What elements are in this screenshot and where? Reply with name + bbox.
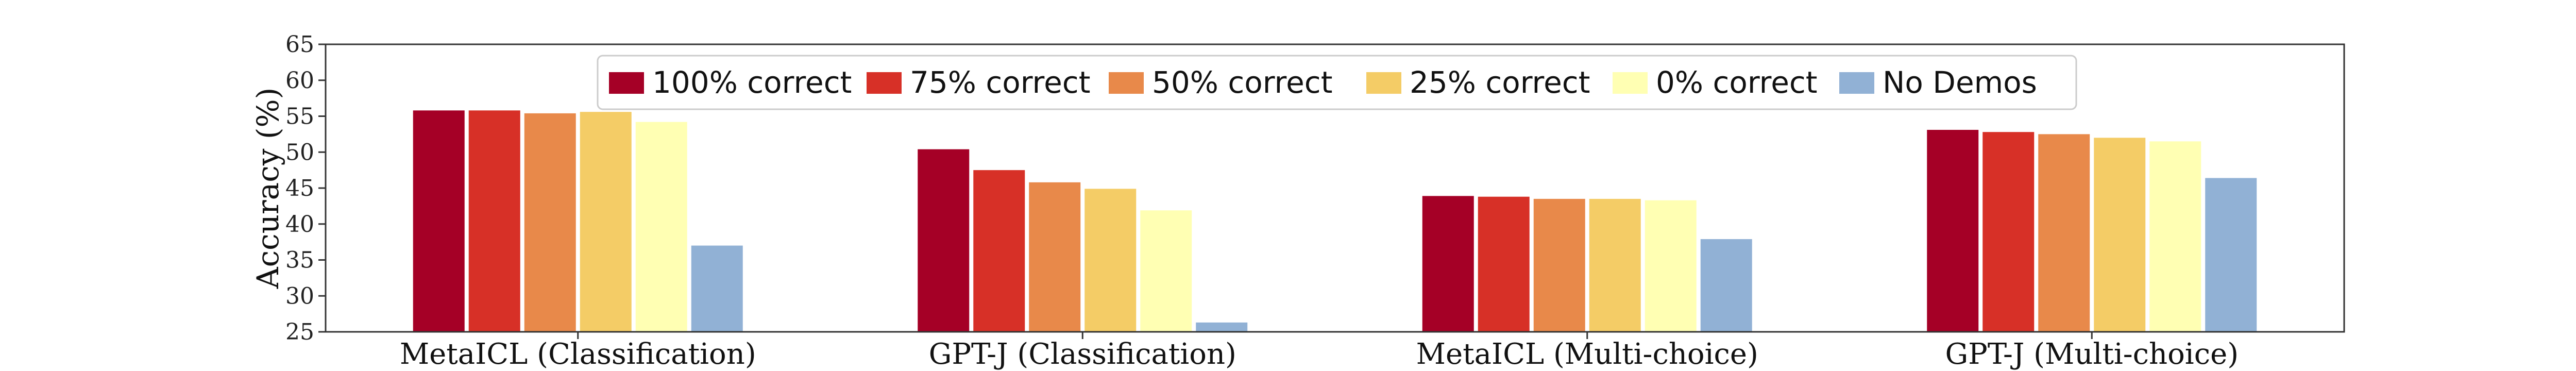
legend-label: 25% correct [1410,65,1590,100]
bar [1982,132,2035,332]
bar [1478,196,1530,332]
legend-label: No Demos [1883,65,2037,100]
bar [468,110,520,332]
bar [635,122,687,332]
legend-label: 50% correct [1152,65,1332,100]
y-tick-label: 25 [285,319,314,345]
x-axis: MetaICL (Classification) GPT-J (Classific… [400,332,2239,371]
y-axis: 25 30 35 40 45 50 55 60 65 [285,31,326,345]
bar [1645,200,1697,332]
bar [1422,196,1474,332]
legend-swatch [1613,72,1648,94]
bar [1533,198,1585,332]
x-tick-label: GPT-J (Multi-choice) [1945,338,2239,371]
bar [2038,134,2090,332]
bar [2094,138,2146,332]
legend-swatch [609,72,644,94]
bar [918,149,970,332]
y-tick-label: 30 [285,283,314,309]
legend-label: 75% correct [910,65,1090,100]
bar [1084,189,1137,332]
bar [2149,141,2201,332]
x-tick-label: MetaICL (Multi-choice) [1416,338,1758,371]
legend-label: 0% correct [1656,65,1818,100]
x-tick-label: GPT-J (Classification) [929,338,1236,371]
y-tick-label: 35 [285,247,314,274]
y-axis-title: Accuracy (%) [250,88,285,290]
bar [1029,182,1081,332]
legend-swatch [867,72,902,94]
legend-swatch [1839,72,1874,94]
y-tick-label: 65 [285,31,314,58]
y-tick-label: 40 [285,211,314,238]
legend-swatch [1109,72,1144,94]
bar [973,170,1025,332]
y-tick-label: 55 [285,104,314,130]
legend-swatch [1366,72,1401,94]
legend-box [597,55,2077,110]
x-tick-label: MetaICL (Classification) [400,338,756,371]
bar [2205,178,2257,332]
bar [524,113,576,332]
legend-label: 100% correct [652,65,852,100]
y-tick-label: 50 [285,139,314,165]
bar [1196,322,1248,332]
legend: 100% correct 75% correct 50% correct 25% co… [597,55,2077,110]
bar [1927,130,1979,332]
bar [691,245,743,332]
bar [1140,210,1192,332]
bars-layer [413,110,2257,332]
y-tick-label: 45 [285,175,314,201]
bar [1589,198,1641,332]
y-tick-label: 60 [285,68,314,94]
bar [580,112,632,332]
bar [1700,239,1752,332]
bar [413,110,465,332]
